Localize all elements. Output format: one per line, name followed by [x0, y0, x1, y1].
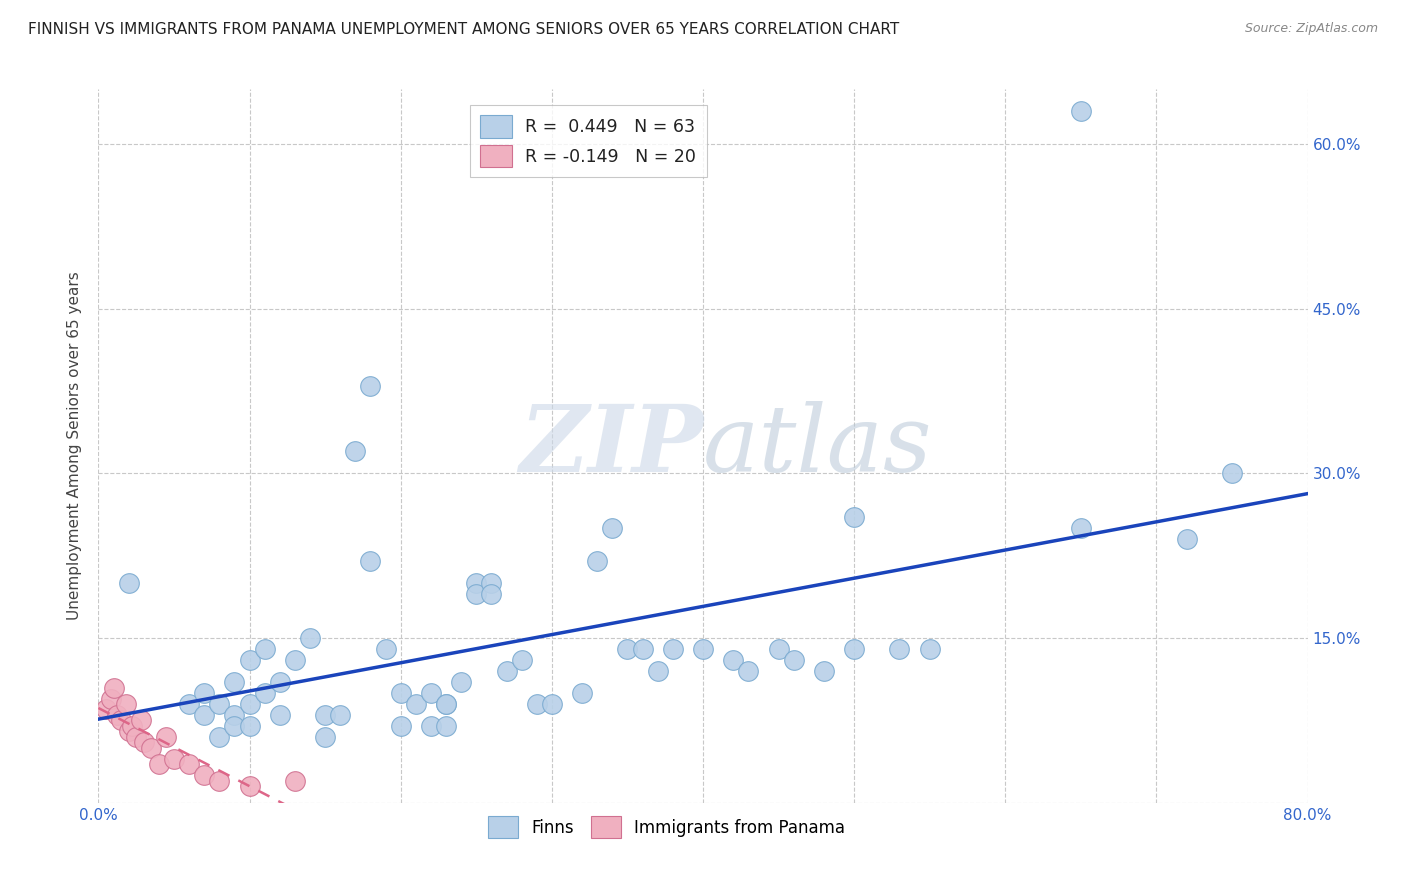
- Point: [121, 719, 143, 733]
- Point: [208, 730, 231, 744]
- Point: [299, 631, 322, 645]
- Point: [105, 708, 128, 723]
- Point: [1220, 467, 1243, 481]
- Legend: Finns, Immigrants from Panama: Finns, Immigrants from Panama: [482, 810, 852, 845]
- Point: [314, 708, 336, 723]
- Point: [253, 642, 276, 657]
- Point: [129, 714, 152, 728]
- Text: atlas: atlas: [703, 401, 932, 491]
- Y-axis label: Unemployment Among Seniors over 65 years: Unemployment Among Seniors over 65 years: [67, 272, 83, 620]
- Point: [239, 780, 262, 794]
- Point: [586, 554, 609, 568]
- Point: [374, 642, 396, 657]
- Point: [434, 697, 457, 711]
- Point: [239, 653, 262, 667]
- Point: [813, 664, 835, 678]
- Point: [465, 576, 488, 591]
- Point: [314, 730, 336, 744]
- Point: [179, 697, 201, 711]
- Point: [616, 642, 638, 657]
- Text: FINNISH VS IMMIGRANTS FROM PANAMA UNEMPLOYMENT AMONG SENIORS OVER 65 YEARS CORRE: FINNISH VS IMMIGRANTS FROM PANAMA UNEMPL…: [28, 22, 900, 37]
- Point: [602, 521, 624, 535]
- Point: [193, 686, 215, 700]
- Point: [889, 642, 911, 657]
- Point: [94, 702, 117, 716]
- Point: [783, 653, 806, 667]
- Point: [360, 554, 382, 568]
- Point: [110, 714, 132, 728]
- Point: [269, 708, 291, 723]
- Point: [284, 653, 307, 667]
- Text: Source: ZipAtlas.com: Source: ZipAtlas.com: [1244, 22, 1378, 36]
- Point: [434, 697, 457, 711]
- Point: [692, 642, 714, 657]
- Point: [465, 587, 488, 601]
- Point: [1070, 521, 1092, 535]
- Point: [118, 576, 141, 591]
- Point: [179, 757, 201, 772]
- Text: ZIP: ZIP: [519, 401, 703, 491]
- Point: [125, 730, 148, 744]
- Point: [389, 686, 412, 700]
- Point: [141, 740, 163, 755]
- Point: [918, 642, 941, 657]
- Point: [344, 444, 367, 458]
- Point: [405, 697, 427, 711]
- Point: [224, 675, 246, 690]
- Point: [239, 719, 262, 733]
- Point: [103, 681, 125, 695]
- Point: [844, 642, 866, 657]
- Point: [329, 708, 352, 723]
- Point: [1175, 533, 1198, 547]
- Point: [148, 757, 170, 772]
- Point: [450, 675, 472, 690]
- Point: [100, 691, 122, 706]
- Point: [647, 664, 669, 678]
- Point: [844, 510, 866, 524]
- Point: [737, 664, 759, 678]
- Point: [526, 697, 548, 711]
- Point: [768, 642, 790, 657]
- Point: [253, 686, 276, 700]
- Point: [224, 708, 246, 723]
- Point: [420, 719, 443, 733]
- Point: [155, 730, 177, 744]
- Point: [132, 735, 155, 749]
- Point: [118, 724, 141, 739]
- Point: [434, 719, 457, 733]
- Point: [269, 675, 291, 690]
- Point: [510, 653, 533, 667]
- Point: [723, 653, 745, 667]
- Point: [163, 752, 186, 766]
- Point: [193, 768, 215, 782]
- Point: [495, 664, 517, 678]
- Point: [208, 697, 231, 711]
- Point: [540, 697, 562, 711]
- Point: [481, 576, 503, 591]
- Point: [420, 686, 443, 700]
- Point: [224, 719, 246, 733]
- Point: [481, 587, 503, 601]
- Point: [661, 642, 683, 657]
- Point: [284, 773, 307, 788]
- Point: [631, 642, 654, 657]
- Point: [571, 686, 593, 700]
- Point: [208, 773, 231, 788]
- Point: [114, 697, 136, 711]
- Point: [360, 378, 382, 392]
- Point: [389, 719, 412, 733]
- Point: [239, 697, 262, 711]
- Point: [193, 708, 215, 723]
- Point: [1070, 104, 1092, 119]
